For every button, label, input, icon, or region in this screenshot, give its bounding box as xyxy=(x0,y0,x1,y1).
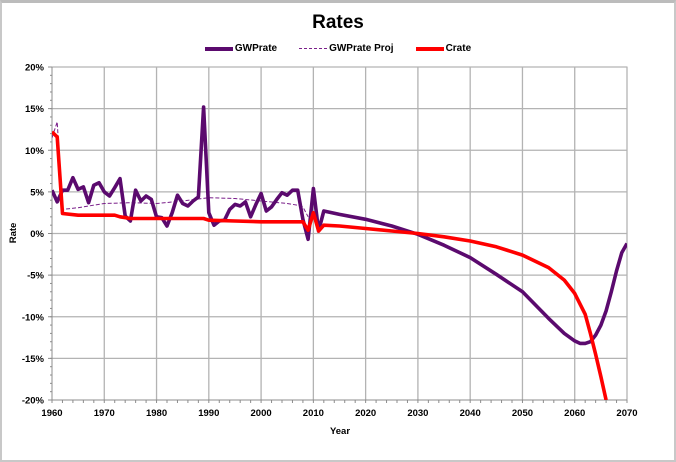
y-tick-label--5%: -5% xyxy=(27,271,44,282)
x-tick-label-2030: 2030 xyxy=(407,408,428,419)
x-tick-label-1990: 1990 xyxy=(198,408,219,419)
legend-swatch-gwprate-proj xyxy=(299,48,328,49)
y-tick-label--15%: -15% xyxy=(22,354,45,365)
series-lines xyxy=(52,105,627,400)
x-tick-label-2050: 2050 xyxy=(512,408,533,419)
x-tick-label-2010: 2010 xyxy=(303,408,324,419)
legend: GWPrate GWPrate Proj Crate xyxy=(0,43,676,54)
gridlines xyxy=(51,66,628,401)
legend-swatch-gwprate xyxy=(204,46,233,51)
y-axis-title: Rate xyxy=(8,223,19,244)
y-tick-label-10%: 10% xyxy=(25,146,45,157)
x-tick-label-1980: 1980 xyxy=(146,408,167,419)
chart-title: Rates xyxy=(312,12,364,33)
series-line-crate xyxy=(52,130,608,400)
x-tick-label-2070: 2070 xyxy=(616,408,637,419)
tick-labels: 1960 1970 1980 1990 2000 2010 2020 2030 2040 2050… xyxy=(22,63,638,420)
legend-label-gwprate: GWPrate xyxy=(234,43,278,54)
legend-label-crate: Crate xyxy=(445,43,472,54)
x-tick-label-1970: 1970 xyxy=(94,408,115,419)
legend-item-gwprate: GWPrate xyxy=(204,43,278,54)
x-tick-label-2060: 2060 xyxy=(564,408,585,419)
y-tick-label-20%: 20% xyxy=(25,63,45,74)
x-tick-label-1960: 1960 xyxy=(41,408,62,419)
legend-label-gwprate-proj: GWPrate Proj xyxy=(329,43,394,54)
x-tick-label-2000: 2000 xyxy=(251,408,272,419)
axes xyxy=(48,66,628,403)
legend-swatch-crate xyxy=(415,46,444,51)
y-tick-label--10%: -10% xyxy=(22,312,45,323)
x-tick-label-2020: 2020 xyxy=(355,408,376,419)
legend-item-gwprate-proj: GWPrate Proj xyxy=(299,43,394,54)
y-tick-label-15%: 15% xyxy=(25,104,45,115)
y-tick-label-5%: 5% xyxy=(30,187,44,198)
series-line-gwprate xyxy=(52,105,627,346)
x-axis-title: Year xyxy=(330,426,350,437)
legend-item-crate: Crate xyxy=(415,43,472,54)
x-tick-label-2040: 2040 xyxy=(460,408,481,419)
y-tick-label-0%: 0% xyxy=(30,229,44,240)
y-tick-label--20%: -20% xyxy=(22,396,45,407)
